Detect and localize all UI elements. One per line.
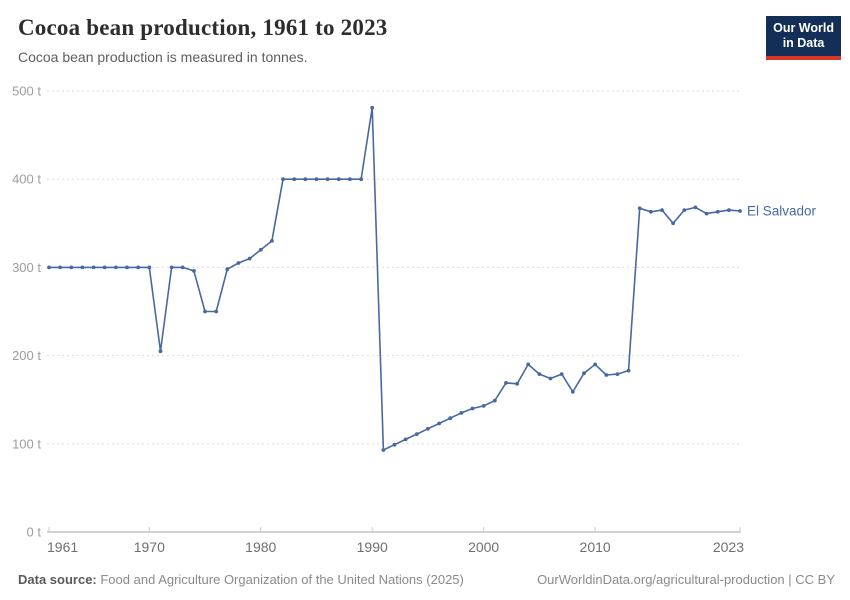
owid-logo-line1: Our World [773, 21, 834, 35]
data-source-note: Data source: Food and Agriculture Organi… [18, 572, 464, 587]
data-point-marker[interactable] [169, 265, 174, 270]
data-point-marker[interactable] [526, 362, 531, 367]
data-point-marker[interactable] [58, 265, 62, 270]
y-axis-tick-label: 0 t [27, 525, 42, 540]
page-subtitle: Cocoa bean production is measured in ton… [18, 49, 308, 65]
x-axis-tick-label: 1990 [357, 539, 388, 555]
data-point-marker[interactable] [414, 432, 419, 436]
data-point-marker[interactable] [225, 267, 230, 272]
data-point-marker[interactable] [136, 265, 141, 270]
y-axis-tick-label: 200 t [12, 348, 41, 363]
data-point-marker[interactable] [593, 362, 597, 367]
credit-link[interactable]: OurWorldinData.org/agricultural-producti… [537, 572, 835, 587]
y-axis-tick-label: 100 t [12, 436, 41, 451]
x-axis-tick-label: 1970 [134, 539, 165, 555]
x-axis-tick-label: 1980 [245, 539, 276, 555]
data-point-marker[interactable] [125, 265, 129, 270]
data-point-marker[interactable] [359, 177, 363, 182]
data-point-marker[interactable] [348, 177, 352, 182]
data-point-marker[interactable] [626, 368, 631, 373]
data-point-marker[interactable] [114, 265, 118, 270]
data-point-marker[interactable] [615, 372, 620, 376]
data-point-marker[interactable] [648, 209, 653, 214]
data-point-marker[interactable] [738, 209, 742, 213]
data-point-marker[interactable] [548, 376, 553, 381]
owid-logo-line2: in Data [782, 36, 825, 50]
data-point-marker[interactable] [236, 261, 241, 265]
data-point-marker[interactable] [214, 309, 219, 314]
data-point-marker[interactable] [459, 411, 464, 415]
data-point-marker[interactable] [281, 177, 285, 182]
data-point-marker[interactable] [470, 406, 475, 411]
data-point-marker[interactable] [325, 177, 330, 182]
data-point-marker[interactable] [515, 381, 519, 386]
data-point-marker[interactable] [693, 205, 698, 210]
data-point-marker[interactable] [180, 265, 185, 270]
data-point-marker[interactable] [492, 398, 497, 403]
data-point-marker[interactable] [203, 309, 207, 314]
data-point-marker[interactable] [303, 177, 308, 182]
data-point-marker[interactable] [637, 206, 642, 211]
data-point-marker[interactable] [537, 372, 542, 376]
data-point-marker[interactable] [69, 265, 74, 270]
data-point-marker[interactable] [392, 442, 397, 447]
data-point-marker[interactable] [570, 389, 575, 394]
data-point-marker[interactable] [448, 416, 453, 421]
data-point-marker[interactable] [247, 256, 252, 261]
y-axis-tick-label: 500 t [12, 84, 41, 99]
data-point-marker[interactable] [727, 208, 731, 213]
data-source-label: Data source: [18, 572, 97, 587]
data-point-marker[interactable] [270, 239, 274, 243]
x-axis-tick-label: 2000 [468, 539, 499, 555]
owid-logo[interactable]: Our World in Data [766, 16, 841, 60]
data-point-marker[interactable] [604, 373, 609, 377]
data-point-marker[interactable] [91, 265, 96, 270]
data-point-marker[interactable] [336, 177, 341, 182]
x-axis-tick-label: 2023 [713, 539, 744, 555]
data-point-marker[interactable] [158, 349, 163, 354]
data-point-marker[interactable] [704, 211, 709, 216]
data-point-marker[interactable] [559, 372, 564, 376]
data-point-marker[interactable] [102, 265, 107, 270]
data-point-marker[interactable] [437, 421, 441, 426]
page-title: Cocoa bean production, 1961 to 2023 [18, 15, 388, 40]
data-point-marker[interactable] [80, 265, 85, 270]
y-axis-tick-label: 300 t [12, 260, 41, 275]
data-source-text: Food and Agriculture Organization of the… [96, 572, 464, 587]
data-point-marker[interactable] [292, 177, 297, 182]
data-point-marker[interactable] [682, 208, 687, 213]
data-point-marker[interactable] [715, 209, 720, 214]
data-point-marker[interactable] [504, 381, 508, 385]
series-line[interactable] [49, 107, 741, 451]
data-point-marker[interactable] [381, 448, 386, 452]
data-point-marker[interactable] [192, 269, 196, 273]
data-point-marker[interactable] [582, 371, 586, 376]
data-point-marker[interactable] [403, 437, 408, 442]
chart-footer: Data source: Food and Agriculture Organi… [18, 572, 835, 587]
data-point-marker[interactable] [47, 265, 51, 270]
data-point-marker[interactable] [314, 177, 319, 182]
y-axis-tick-label: 400 t [12, 172, 41, 187]
x-axis-tick-label: 1961 [47, 539, 78, 555]
data-point-marker[interactable] [370, 105, 375, 110]
data-point-marker[interactable] [660, 208, 664, 213]
data-point-marker[interactable] [671, 221, 675, 226]
data-point-marker[interactable] [481, 404, 486, 408]
series-entity-label[interactable]: El Salvador [747, 203, 817, 218]
data-point-marker[interactable] [147, 265, 152, 270]
data-point-marker[interactable] [426, 426, 430, 431]
data-point-marker[interactable] [258, 247, 263, 252]
x-axis-tick-label: 2010 [580, 539, 611, 555]
